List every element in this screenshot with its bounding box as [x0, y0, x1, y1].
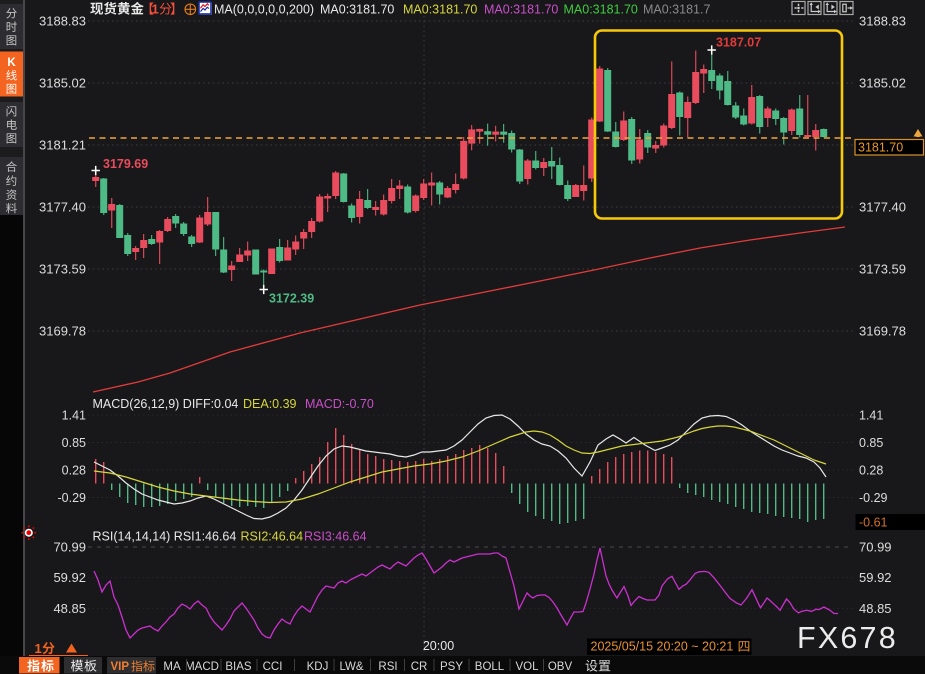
svg-text:MACD: MACD: [185, 661, 219, 673]
svg-text:1.41: 1.41: [62, 409, 86, 423]
svg-text:MACD:-0.70: MACD:-0.70: [305, 397, 374, 411]
svg-text:3188.83: 3188.83: [39, 14, 86, 29]
svg-text:-0.29: -0.29: [859, 491, 888, 505]
svg-text:LW&: LW&: [339, 661, 363, 673]
svg-text:3185.02: 3185.02: [859, 76, 906, 91]
svg-text:3173.59: 3173.59: [39, 262, 86, 277]
svg-text:48.85: 48.85: [53, 601, 86, 616]
svg-text:3187.07: 3187.07: [716, 36, 761, 50]
svg-text:CR: CR: [411, 661, 428, 673]
svg-text:FX678: FX678: [797, 621, 898, 655]
svg-text:OBV: OBV: [548, 661, 573, 673]
svg-text:0.28: 0.28: [62, 464, 86, 478]
svg-text:59.92: 59.92: [859, 570, 892, 585]
svg-text:MA0:3181.70: MA0:3181.70: [320, 3, 394, 17]
svg-text:3169.78: 3169.78: [39, 324, 86, 339]
svg-text:RSI2:46.64: RSI2:46.64: [241, 530, 304, 544]
svg-text:3181.70: 3181.70: [858, 141, 903, 155]
svg-text:3177.40: 3177.40: [859, 200, 906, 215]
svg-text:RSI(14,14,14) RSI1:46.64: RSI(14,14,14) RSI1:46.64: [93, 530, 237, 544]
svg-text:VOL: VOL: [515, 661, 539, 673]
svg-text:1.41: 1.41: [859, 409, 883, 423]
svg-text:2025/05/15 20:20 ~ 20:21: 2025/05/15 20:20 ~ 20:21: [591, 640, 734, 654]
svg-text:-0.29: -0.29: [58, 491, 87, 505]
svg-text:3177.40: 3177.40: [39, 200, 86, 215]
svg-text:3172.39: 3172.39: [269, 292, 314, 306]
svg-text:BIAS: BIAS: [225, 661, 252, 673]
svg-text:3169.78: 3169.78: [859, 324, 906, 339]
svg-text:3181.21: 3181.21: [39, 138, 86, 153]
svg-text:3179.69: 3179.69: [103, 157, 148, 171]
svg-text:BOLL: BOLL: [475, 661, 505, 673]
svg-text:MA0:3181.70: MA0:3181.70: [484, 3, 558, 17]
svg-text:0.85: 0.85: [859, 436, 883, 450]
svg-text:3185.02: 3185.02: [39, 76, 86, 91]
svg-text:MACD(26,12,9) DIFF:0.04: MACD(26,12,9) DIFF:0.04: [93, 397, 239, 411]
svg-text:1: 1: [35, 641, 42, 656]
svg-text:48.85: 48.85: [859, 601, 892, 616]
svg-text:0.28: 0.28: [859, 464, 883, 478]
svg-text:RSI3:46.64: RSI3:46.64: [304, 530, 367, 544]
svg-text:PSY: PSY: [440, 661, 463, 673]
svg-text:MA0:3181.70: MA0:3181.70: [403, 3, 477, 17]
svg-text:59.92: 59.92: [53, 570, 86, 585]
svg-text:VIP: VIP: [111, 661, 130, 673]
svg-text:20:00: 20:00: [423, 639, 454, 653]
svg-text:RSI: RSI: [378, 661, 397, 673]
svg-text:KDJ: KDJ: [307, 661, 329, 673]
svg-text:MA0:3181.70: MA0:3181.70: [564, 3, 638, 17]
svg-text:MA(0,0,0,0,0,200): MA(0,0,0,0,0,200): [214, 3, 314, 17]
svg-text:K: K: [7, 57, 16, 69]
svg-text:DEA:0.39: DEA:0.39: [243, 397, 297, 411]
svg-text:1: 1: [152, 2, 159, 17]
svg-text:70.99: 70.99: [53, 540, 86, 555]
svg-text:MA: MA: [163, 661, 181, 673]
svg-text:MA0:3181.7: MA0:3181.7: [643, 3, 710, 17]
svg-text:0.85: 0.85: [62, 436, 86, 450]
svg-text:-0.61: -0.61: [859, 516, 888, 530]
svg-text:3173.59: 3173.59: [859, 262, 906, 277]
svg-text:CCI: CCI: [263, 661, 283, 673]
svg-text:70.99: 70.99: [859, 540, 892, 555]
svg-text:3188.83: 3188.83: [859, 14, 906, 29]
